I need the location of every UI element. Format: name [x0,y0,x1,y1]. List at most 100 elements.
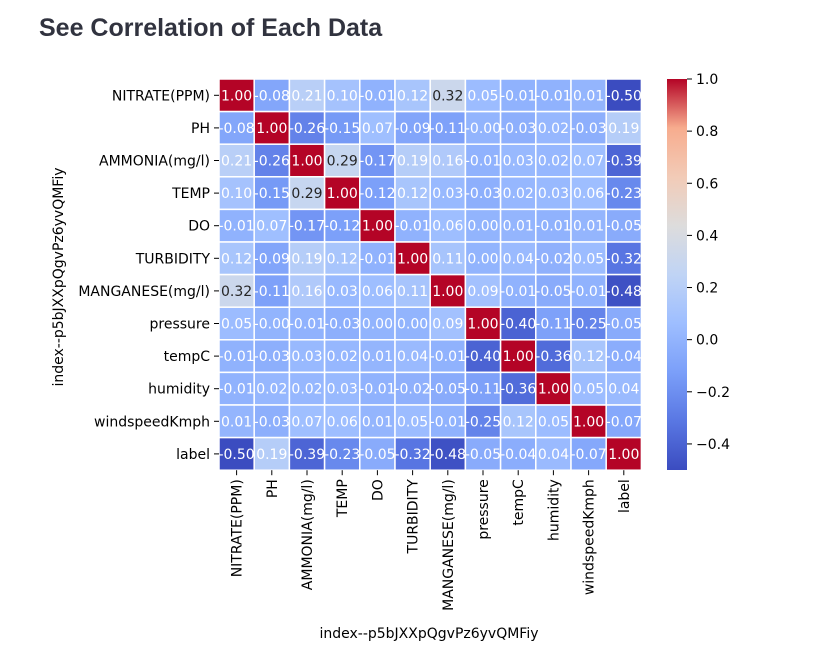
heatmap-cell [394,404,431,439]
cell-value-label: -0.40 [465,349,501,365]
cell-value-label: 0.12 [573,349,604,365]
colorbar-tick-label: 1.0 [696,72,718,88]
cell-value-label: 0.03 [327,284,358,300]
heatmap-cell [218,306,255,341]
heatmap-cell [605,176,643,211]
heatmap-cell [218,436,255,471]
cell-value-label: 0.05 [538,414,569,430]
cell-value-label: -0.03 [324,317,360,333]
cell-value-label: -0.05 [535,284,571,300]
heatmap-cell [359,436,396,471]
cell-value-label: -0.36 [535,349,571,365]
heatmap-cell [253,208,291,243]
cell-value-label: 0.07 [291,414,322,430]
y-axis-label: index--p5bJXXpQgvPz6yvQMFiy [51,167,67,386]
heatmap-cell [499,306,537,341]
y-tick-labels: NITRATE(PPM) PH AMMONIA(mg/l) TEMP DO TURBIDI… [78,88,219,463]
y-tick-label: label [176,447,210,463]
cell-value-label: 0.05 [221,317,252,333]
heatmap-cell [253,306,291,341]
heatmap-cell [429,110,467,145]
heatmap-cell [288,339,326,374]
heatmap-cell [253,404,291,439]
cell-value-label: -0.11 [535,317,571,333]
cell-value-label: 0.02 [538,154,569,170]
cell-value-label: 0.05 [573,382,604,398]
cell-value-label: -0.11 [430,121,466,137]
cell-value-label: -0.15 [324,121,360,137]
heatmap-cell [323,241,361,276]
heatmap-cell [429,339,467,374]
y-tick-label: NITRATE(PPM) [112,88,210,104]
cell-value-label: -0.07 [570,447,606,463]
cell-value-label: -0.03 [465,186,501,202]
cell-value-label: -0.03 [254,414,290,430]
cell-value-label: -0.01 [535,219,571,235]
cell-value-label: -0.08 [218,121,254,137]
cell-value-label: 0.06 [573,186,604,202]
cell-value-label: -0.23 [606,186,642,202]
cell-value-label: -0.32 [394,447,430,463]
cell-value-label: 0.06 [362,284,393,300]
heatmap-cell [464,306,502,341]
cell-value-label: 0.12 [327,251,358,267]
cell-value-label: 0.04 [397,349,428,365]
cell-value-label: 0.01 [362,349,393,365]
y-tick-label: humidity [148,382,210,398]
cell-value-label: -0.39 [606,154,642,170]
cell-value-label: -0.08 [254,88,290,104]
cell-value-label: -0.02 [394,382,430,398]
cell-value-label: 0.03 [327,382,358,398]
cell-value-label: 0.07 [256,219,287,235]
cell-value-label: 0.21 [221,154,252,170]
x-tick-label: windspeedKmph [582,479,598,595]
heatmap-cell [570,436,607,471]
cell-value-label: 0.01 [503,219,534,235]
cell-value-label: -0.01 [359,88,395,104]
cell-value-label: 0.02 [503,186,534,202]
cell-value-label: -0.04 [606,349,642,365]
x-axis-label: index--p5bJXXpQgvPz6yvQMFiy [319,626,538,642]
cell-value-label: 0.09 [432,317,463,333]
cell-value-label: -0.01 [570,284,606,300]
cell-value-label: 0.06 [432,219,463,235]
cell-value-label: 0.16 [291,284,322,300]
heatmap-cell [218,78,255,113]
cell-value-label: -0.11 [254,284,290,300]
cell-value-label: 0.05 [573,251,604,267]
cell-value-label: -0.17 [359,154,395,170]
cell-value-label: 0.11 [432,251,463,267]
cell-value-label: -0.01 [430,414,466,430]
cell-value-label: -0.26 [289,121,325,137]
cell-value-label: 1.00 [432,284,463,300]
y-tick-label: tempC [164,349,211,365]
cell-value-label: -0.48 [606,284,642,300]
cell-value-label: -0.48 [430,447,466,463]
heatmap-cell [464,208,502,243]
cell-value-label: 0.19 [608,121,639,137]
colorbar-ticks: 1.0 0.8 0.6 0.4 0.2 0.0 −0.2 −0.4 [687,72,730,453]
cell-value-label: 0.07 [362,121,393,137]
heatmap-cell [218,143,255,178]
cell-value-label: 0.12 [503,414,534,430]
heatmap-cell [323,273,361,308]
cell-value-label: -0.01 [500,284,536,300]
x-tick-label: MANGANESE(mg/l) [441,479,457,611]
cell-value-label: -0.32 [606,251,642,267]
cell-value-label: 0.12 [397,186,428,202]
cell-value-label: -0.50 [218,447,254,463]
cell-value-label: -0.05 [359,447,395,463]
cell-value-label: -0.09 [254,251,290,267]
cell-value-label: -0.00 [465,121,501,137]
cell-value-label: 1.00 [503,349,534,365]
cell-value-label: -0.01 [289,317,325,333]
cell-value-label: 0.02 [327,349,358,365]
cell-value-label: 1.00 [538,382,569,398]
cell-value-label: 0.21 [291,88,322,104]
cell-value-label: 0.03 [432,186,463,202]
cell-value-label: 0.10 [327,88,358,104]
cell-value-label: 0.03 [538,186,569,202]
cell-value-label: 0.01 [221,414,252,430]
heatmap-cell [288,78,326,113]
